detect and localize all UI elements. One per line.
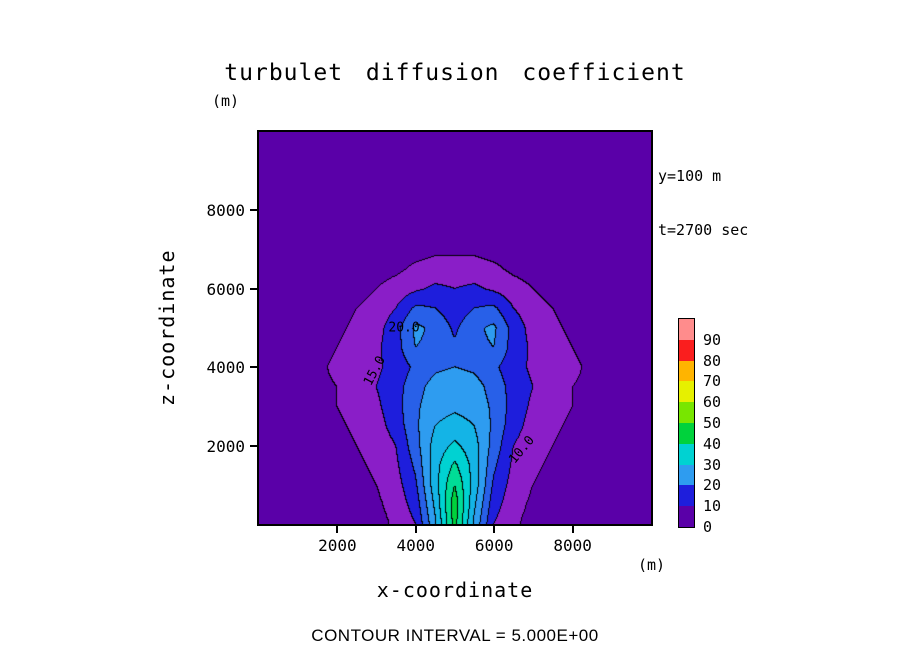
z-axis-unit-label: (m) <box>212 92 240 110</box>
colorbar-tick-label: 30 <box>703 455 722 474</box>
contour-canvas <box>259 132 651 524</box>
colorbar-tick-label: 50 <box>703 414 722 432</box>
x-axis-label: x-coordinate <box>376 578 534 602</box>
x-tick-label: 2000 <box>318 536 357 555</box>
colorbar-tick-label: 90 <box>703 330 722 349</box>
contour-plot-area: 2000 4000 6000 8000 2000 4000 6000 8000 20.0 15.0… <box>206 130 653 555</box>
z-tick-mark <box>250 444 257 447</box>
colorbar-tick-label: 0 <box>703 518 713 536</box>
z-tick-label: 8000 <box>206 201 245 221</box>
colorbar-tick-label: 80 <box>703 351 722 370</box>
plot-title: turbulet diffusion coefficient <box>224 60 686 86</box>
z-axis-label: z-coordinate <box>155 249 179 407</box>
colorbar-tick-label: 10 <box>703 497 722 516</box>
x-tick-label: 4000 <box>396 536 436 555</box>
colorbar-band <box>679 443 694 465</box>
x-tick-mark <box>414 526 417 533</box>
x-tick-mark <box>336 526 339 533</box>
colorbar-band <box>679 402 694 424</box>
colorbar-band <box>679 464 694 486</box>
slice-annotation-t: t=2700 sec <box>658 221 749 239</box>
colorbar-tick-label: 70 <box>703 372 722 391</box>
contour-interval-caption: CONTOUR INTERVAL = 5.000E+00 <box>311 626 599 645</box>
colorbar-band <box>679 485 694 507</box>
colorbar-band <box>679 360 694 382</box>
z-tick-label: 2000 <box>206 436 245 456</box>
colorbar-band <box>679 381 694 403</box>
z-tick-label: 6000 <box>206 279 245 299</box>
contour-value-label: 20.0 <box>388 320 420 336</box>
slice-annotation-y: y=100 m <box>658 167 722 185</box>
colorbar-band <box>679 319 694 340</box>
colorbar-band <box>679 506 694 527</box>
x-tick-label: 6000 <box>474 536 514 555</box>
x-tick-mark <box>493 526 496 533</box>
z-tick-mark <box>250 209 257 212</box>
z-tick-mark <box>250 366 257 369</box>
colorbar-tick-label: 40 <box>703 434 722 453</box>
colorbar: 0 10 20 30 40 50 60 70 80 90 <box>678 318 721 536</box>
x-tick-label: 8000 <box>553 536 592 555</box>
colorbar-tick-label: 20 <box>703 476 722 495</box>
z-tick-label: 4000 <box>206 358 245 378</box>
x-axis-unit-label: (m) <box>638 556 666 574</box>
colorbar-band <box>679 339 694 361</box>
slice-annotation: y=100 m t=2700 sec <box>658 131 748 275</box>
x-tick-mark <box>571 526 574 533</box>
z-tick-mark <box>250 287 257 290</box>
colorbar-tick-label: 60 <box>703 393 722 412</box>
colorbar-band <box>679 423 694 444</box>
